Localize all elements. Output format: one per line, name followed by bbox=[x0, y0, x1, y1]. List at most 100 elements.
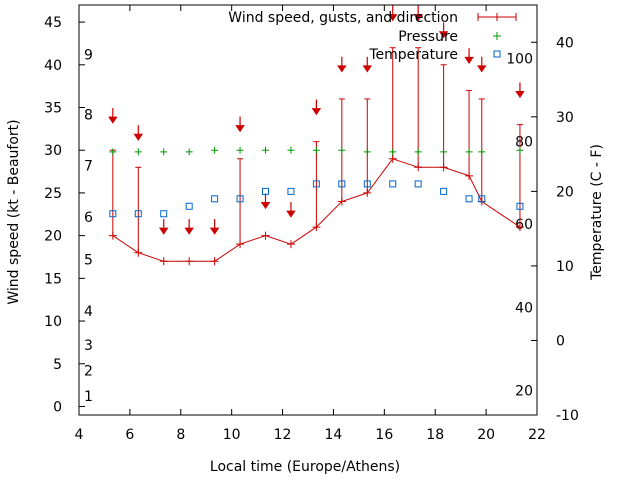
fahrenheit-label: 100 bbox=[506, 52, 533, 68]
wind-direction-arrowhead bbox=[464, 56, 474, 64]
temperature-point bbox=[109, 210, 117, 218]
wind-speed-point bbox=[515, 223, 524, 232]
pressure-point bbox=[236, 146, 244, 154]
wind-direction-arrowhead bbox=[477, 65, 487, 73]
beaufort-label: 5 bbox=[84, 253, 93, 269]
wind-direction-arrowhead bbox=[337, 65, 347, 73]
pressure-point bbox=[389, 148, 397, 156]
wind-speed-point bbox=[134, 248, 143, 257]
x-tick-label: 12 bbox=[274, 427, 292, 443]
legend-swatch-pressure bbox=[493, 32, 501, 40]
y-right-tick-label: -10 bbox=[556, 408, 579, 424]
temperature-point bbox=[262, 187, 270, 195]
wind-speed-point bbox=[286, 240, 295, 249]
wind-direction-arrowhead bbox=[260, 202, 271, 210]
temperature-point bbox=[363, 180, 371, 188]
y-left-tick-label: 45 bbox=[44, 15, 62, 31]
wind-direction-arrowhead bbox=[362, 65, 373, 73]
wind-direction-arrowhead bbox=[184, 227, 194, 235]
legend-label-temperature: Temperature bbox=[368, 47, 458, 63]
y-right-tick-label: 10 bbox=[556, 259, 574, 275]
temperature-point bbox=[236, 195, 244, 203]
wind-direction-arrowhead bbox=[108, 116, 118, 124]
pressure-point bbox=[478, 148, 486, 156]
y-left-tick-label: 35 bbox=[44, 101, 62, 117]
beaufort-label: 3 bbox=[84, 338, 93, 354]
legend-swatch-temperature bbox=[493, 50, 501, 58]
temperature-point bbox=[211, 195, 219, 203]
legend-label-pressure: Pressure bbox=[398, 29, 458, 45]
legend-label-wind: Wind speed, gusts, and direction bbox=[228, 10, 458, 26]
y-axis-left-label: Wind speed (kt - Beaufort) bbox=[6, 119, 22, 304]
wind-direction-arrowhead bbox=[158, 227, 169, 235]
pressure-point bbox=[312, 146, 320, 154]
pressure-point bbox=[465, 148, 473, 156]
x-axis-label: Local time (Europe/Athens) bbox=[210, 459, 400, 475]
wind-speed-point bbox=[312, 223, 321, 232]
pressure-point bbox=[287, 146, 295, 154]
pressure-point bbox=[185, 148, 193, 156]
wind-speed-point bbox=[363, 188, 372, 197]
x-tick-label: 14 bbox=[325, 427, 343, 443]
temperature-point bbox=[414, 180, 422, 188]
temperature-point bbox=[287, 187, 295, 195]
beaufort-label: 1 bbox=[84, 389, 93, 405]
beaufort-label: 8 bbox=[84, 107, 93, 123]
y-right-tick-label: 20 bbox=[556, 184, 574, 200]
y-left-tick-label: 20 bbox=[44, 229, 62, 245]
pressure-point bbox=[262, 146, 270, 154]
wind-speed-point bbox=[439, 163, 448, 172]
plot-border bbox=[78, 4, 538, 416]
temperature-point bbox=[312, 180, 320, 188]
wind-speed-point bbox=[388, 154, 397, 163]
y-right-tick-label: 30 bbox=[556, 110, 574, 126]
pressure-point bbox=[440, 148, 448, 156]
wind-direction-arrowhead bbox=[438, 31, 449, 39]
wind-speed-point bbox=[159, 257, 168, 266]
temperature-point bbox=[478, 195, 486, 203]
wind-speed-point bbox=[465, 171, 474, 180]
temperature-point bbox=[440, 187, 448, 195]
y-right-tick-label: 40 bbox=[556, 35, 574, 51]
wind-direction-arrowhead bbox=[235, 125, 245, 133]
temperature-point bbox=[134, 210, 142, 218]
fahrenheit-label: 40 bbox=[515, 301, 533, 317]
wind-direction-arrowhead bbox=[286, 210, 296, 218]
pressure-point bbox=[134, 148, 142, 156]
wind-speed-point bbox=[261, 231, 270, 240]
legend: Wind speed, gusts, and direction Pressure… bbox=[228, 10, 517, 63]
beaufort-label: 7 bbox=[84, 159, 93, 175]
pressure-point bbox=[211, 146, 219, 154]
wind-direction-arrowhead bbox=[515, 91, 525, 99]
temperature-point bbox=[338, 180, 346, 188]
y-left-tick-label: 30 bbox=[44, 143, 62, 159]
wind-speed-point bbox=[210, 257, 219, 266]
temperature-point bbox=[185, 202, 193, 210]
wind-speed-point bbox=[337, 197, 346, 206]
wind-speed-point bbox=[236, 240, 245, 249]
wind-speed-point bbox=[108, 231, 117, 240]
plot-frame-group bbox=[78, 4, 538, 416]
wind-speed-point bbox=[414, 163, 423, 172]
pressure-point bbox=[516, 146, 524, 154]
beaufort-label: 4 bbox=[84, 304, 93, 320]
y-left-tick-label: 5 bbox=[53, 357, 62, 373]
wind-speed-point bbox=[185, 257, 194, 266]
axis-ticks-group: 4 6 8 10 12 14 16 18 20 22051015202530354045-1001… bbox=[44, 5, 579, 443]
x-tick-label: 4 bbox=[75, 427, 84, 443]
beaufort-label: 6 bbox=[84, 210, 93, 226]
wind-direction-arrowhead bbox=[387, 14, 398, 22]
y-right-tick-label: 0 bbox=[556, 333, 565, 349]
beaufort-label: 9 bbox=[84, 48, 93, 64]
y-left-tick-label: 25 bbox=[44, 186, 62, 202]
temperature-point bbox=[389, 180, 397, 188]
pressure-point bbox=[109, 148, 117, 156]
wind-direction-arrowhead bbox=[209, 227, 220, 235]
wind-direction-arrowhead bbox=[311, 108, 322, 116]
x-tick-label: 18 bbox=[426, 427, 444, 443]
wind-direction-arrowhead bbox=[413, 14, 423, 22]
pressure-point bbox=[338, 146, 346, 154]
x-tick-label: 16 bbox=[375, 427, 393, 443]
beaufort-label: 2 bbox=[84, 364, 93, 380]
